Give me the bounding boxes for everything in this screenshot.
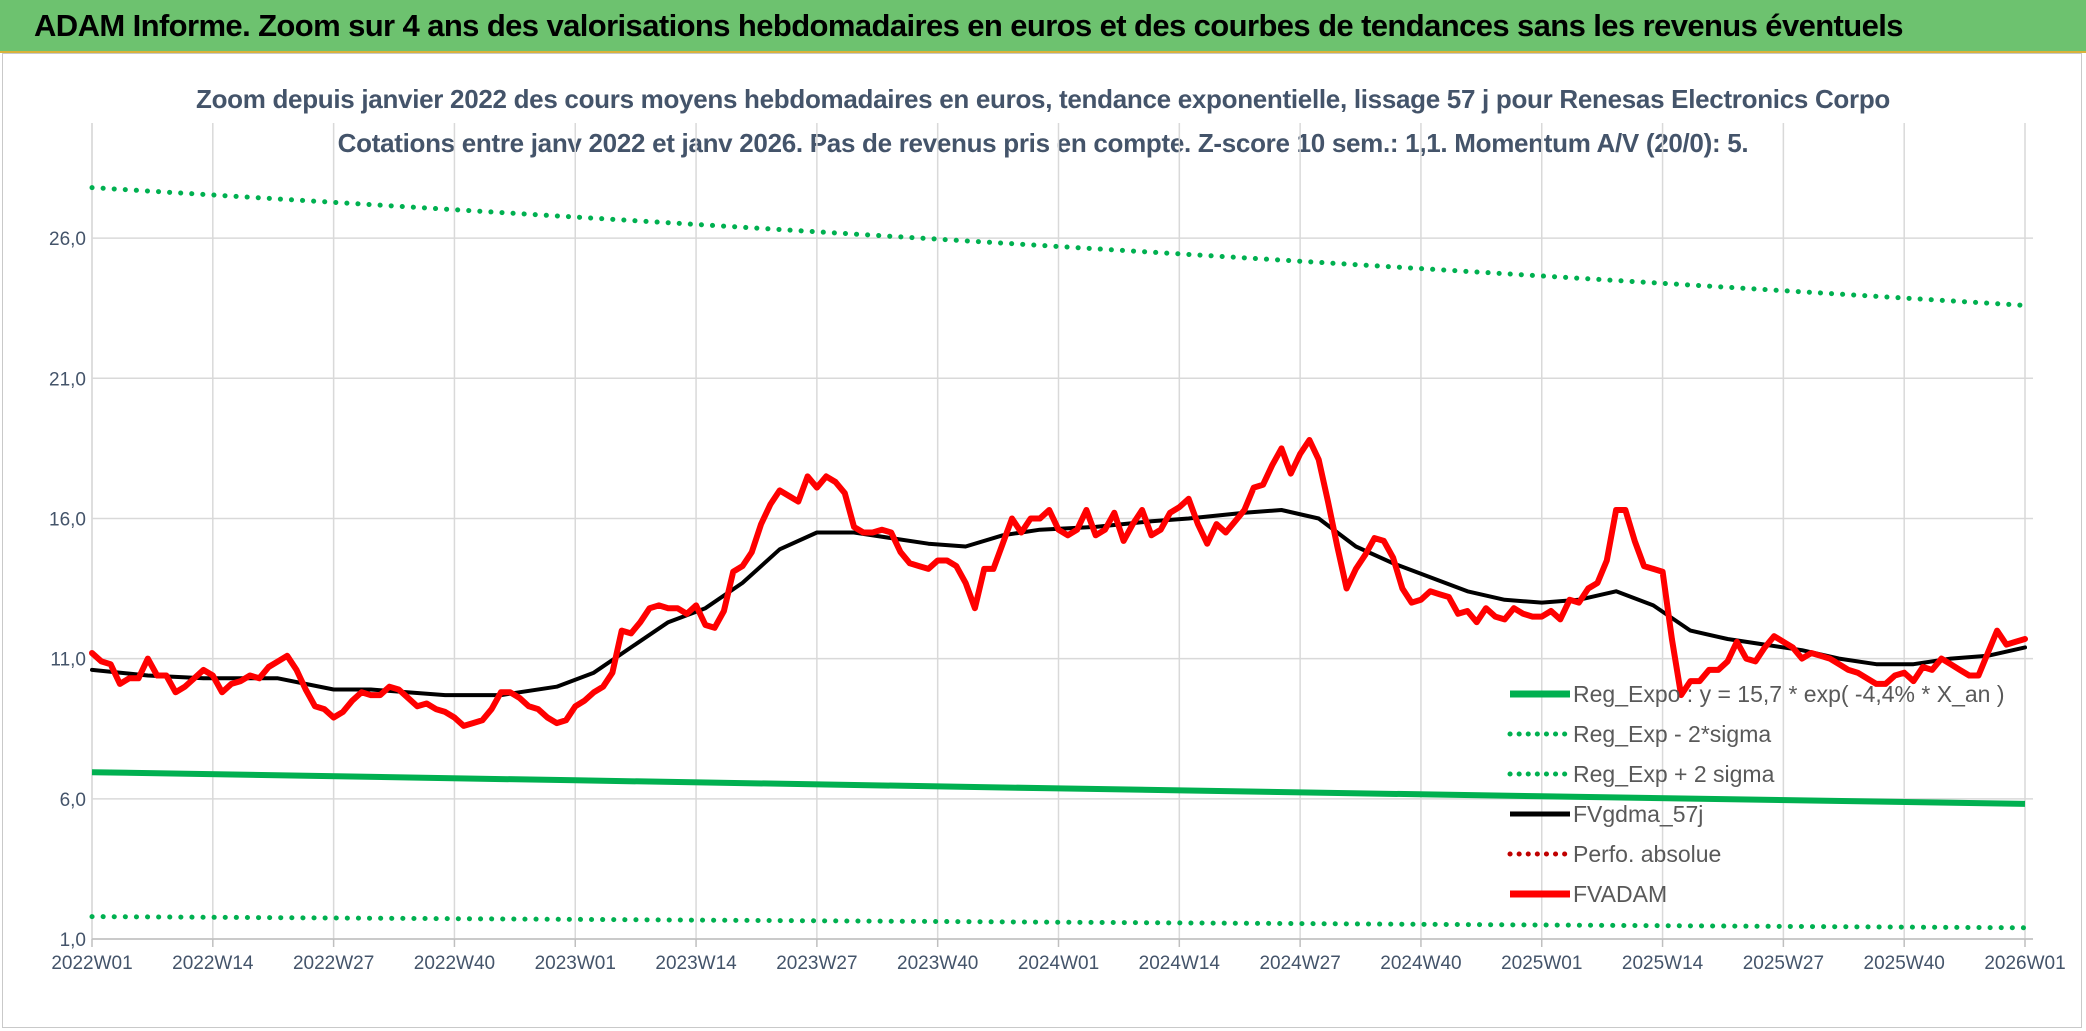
legend-label: Reg_Exp + 2 sigma (1573, 761, 1775, 787)
x-tick-label: 2023W14 (655, 953, 737, 974)
y-axis: 1,0 6,0 11,0 16,0 21,0 26,0 (49, 229, 86, 951)
x-tick-label: 2022W40 (414, 953, 495, 974)
legend-item: FVADAM (1510, 881, 1667, 907)
legend-item: FVgdma_57j (1510, 801, 1703, 827)
x-tick-label: 2023W01 (535, 953, 616, 974)
fvgdma-line (90, 508, 2027, 698)
x-tick-label: 2024W14 (1139, 953, 1221, 974)
x-tick-label: 2022W27 (293, 953, 374, 974)
y-tick-label: 21,0 (49, 369, 86, 390)
legend-item: Reg_Exp + 2 sigma (1507, 761, 1775, 787)
report-title: ADAM Informe. Zoom sur 4 ans des valoris… (34, 8, 1904, 43)
x-tick-label: 2023W40 (897, 953, 978, 974)
y-tick-label: 26,0 (49, 229, 86, 250)
x-tick-label: 2026W01 (1984, 953, 2065, 974)
regression-line (91, 769, 2026, 807)
legend-label: FVADAM (1573, 881, 1667, 907)
legend-item: Reg_Exp - 2*sigma (1507, 721, 1771, 747)
chart-title: Zoom depuis janvier 2022 des cours moyen… (195, 84, 1890, 114)
legend-label: Reg_Exp - 2*sigma (1573, 721, 1771, 747)
legend-label: Reg_Expo : y = 15,7 * exp( -4,4% * X_an … (1573, 681, 2005, 707)
legend-item: Reg_Expo : y = 15,7 * exp( -4,4% * X_an … (1510, 681, 2005, 707)
chart-series (89, 185, 2028, 931)
x-tick-label: 2022W01 (51, 953, 132, 974)
chart-frame (2, 53, 2082, 1028)
x-tick-label: 2025W40 (1864, 953, 1945, 974)
x-tick-label: 2024W01 (1018, 953, 1099, 974)
x-tick-label: 2025W01 (1501, 953, 1582, 974)
chart-subtitle: Cotations entre janv 2022 et janv 2026. … (337, 128, 1749, 158)
chart-legend: Reg_Expo : y = 15,7 * exp( -4,4% * X_an … (1507, 681, 2005, 907)
y-tick-label: 11,0 (50, 650, 86, 671)
x-tick-label: 2025W27 (1743, 953, 1824, 974)
y-tick-label: 16,0 (49, 509, 86, 530)
x-tick-label: 2024W40 (1380, 953, 1461, 974)
x-tick-label: 2024W27 (1259, 953, 1340, 974)
x-tick-label: 2022W14 (172, 953, 254, 974)
y-tick-label: 6,0 (60, 790, 86, 811)
upper-band-line (89, 185, 2028, 308)
legend-label: Perfo. absolue (1573, 841, 1721, 867)
legend-label: FVgdma_57j (1573, 801, 1703, 827)
report-banner: ADAM Informe. Zoom sur 4 ans des valoris… (0, 0, 2086, 53)
x-axis: 2022W01 2022W14 2022W27 2022W40 2023W01 2023W… (51, 938, 2066, 974)
fvadam-line (89, 437, 2028, 729)
legend-item: Perfo. absolue (1507, 841, 1721, 867)
y-tick-label: 1,0 (60, 930, 86, 951)
x-tick-label: 2023W27 (776, 953, 857, 974)
lower-band-line (89, 914, 2028, 931)
x-tick-label: 2025W14 (1622, 953, 1704, 974)
